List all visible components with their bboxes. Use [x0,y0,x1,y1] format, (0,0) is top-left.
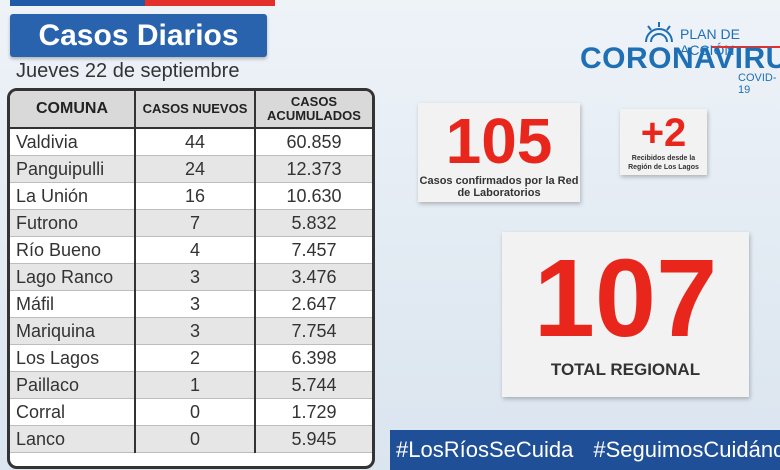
cell-nuevos: 3 [135,263,256,291]
table-row: Panguipulli 24 12.373 [10,155,372,183]
received-cases-label: Recibidos desde la Región de Los Lagos [628,155,699,171]
table-row: Paillaco 1 5.744 [10,371,372,399]
cell-acumulados: 5.744 [255,371,372,399]
plan-accion-logo: PLAN DE ACCIÓN CORONAVIRUS COVID-19 [580,22,780,96]
top-bar-blue [10,0,145,6]
lab-cases-label: Casos confirmados por la Red de Laborato… [419,175,579,199]
cell-comuna: Futrono [10,209,136,237]
table-row: Valdivia 44 60.859 [10,128,372,156]
table-row: Máfil 3 2.647 [10,290,372,318]
cell-acumulados: 5.832 [255,209,372,237]
top-bar-red [145,0,275,6]
hashtag-bar: #LosRíosSeCuida #SeguimosCuidándonos [390,430,780,470]
logo-covid-text: COVID-19 [738,72,777,96]
cell-acumulados: 2.647 [255,290,372,318]
cell-comuna: La Unión [10,182,136,210]
cell-comuna: Lago Ranco [10,263,136,291]
received-cases-value: +2 [640,111,687,155]
cell-acumulados: 12.373 [255,155,372,183]
lab-cases-card: 105 Casos confirmados por la Red de Labo… [418,103,580,202]
cell-nuevos: 16 [135,182,256,210]
cell-comuna: Valdivia [10,128,136,156]
cell-comuna: Río Bueno [10,236,136,264]
cell-acumulados: 7.754 [255,317,372,345]
table-row: Los Lagos 2 6.398 [10,344,372,372]
total-regional-card: 107 TOTAL REGIONAL [502,232,749,397]
cell-nuevos: 3 [135,290,256,318]
hashtag-seguimos[interactable]: #SeguimosCuidándonos [593,437,780,462]
table-row: Río Bueno 4 7.457 [10,236,372,264]
date-label: Jueves 22 de septiembre [16,60,240,82]
cell-nuevos: 4 [135,236,256,264]
cell-comuna: Corral [10,398,136,426]
total-regional-value: 107 [533,237,718,360]
cases-table: COMUNA CASOS NUEVOS CASOS ACUMULADOS Val… [7,88,375,469]
cell-nuevos: 7 [135,209,256,237]
table-body: Valdivia 44 60.859 Panguipulli 24 12.373 La Un… [10,128,372,453]
cell-nuevos: 2 [135,344,256,372]
table-row: Futrono 7 5.832 [10,209,372,237]
cell-acumulados: 1.729 [255,398,372,426]
cell-nuevos: 44 [135,128,256,156]
cell-acumulados: 6.398 [255,344,372,372]
table-row: Mariquina 3 7.754 [10,317,372,345]
table-row: La Unión 16 10.630 [10,182,372,210]
header-nuevos: CASOS NUEVOS [135,91,256,129]
cell-acumulados: 5.945 [255,425,372,453]
cell-comuna: Mariquina [10,317,136,345]
cell-comuna: Lanco [10,425,136,453]
logo-coronavirus-text: CORONAVIRUS [580,42,780,75]
cell-comuna: Paillaco [10,371,136,399]
cell-acumulados: 60.859 [255,128,372,156]
cell-comuna: Panguipulli [10,155,136,183]
received-cases-card: +2 Recibidos desde la Región de Los Lago… [620,109,707,175]
cell-acumulados: 7.457 [255,236,372,264]
cell-comuna: Máfil [10,290,136,318]
cell-nuevos: 1 [135,371,256,399]
logo-red-line [712,46,780,48]
cell-nuevos: 24 [135,155,256,183]
cell-nuevos: 0 [135,425,256,453]
lab-cases-value: 105 [445,105,553,177]
cell-acumulados: 3.476 [255,263,372,291]
sun-icon [645,22,673,42]
table-header-row: COMUNA CASOS NUEVOS CASOS ACUMULADOS [10,91,372,129]
cell-nuevos: 0 [135,398,256,426]
table-row: Lago Ranco 3 3.476 [10,263,372,291]
top-color-bar [10,0,275,6]
header-acumulados: CASOS ACUMULADOS [255,91,372,129]
table-row: Lanco 0 5.945 [10,425,372,453]
total-regional-label: TOTAL REGIONAL [550,360,701,379]
table-row: Corral 0 1.729 [10,398,372,426]
header-comuna: COMUNA [10,91,136,129]
cell-nuevos: 3 [135,317,256,345]
cell-comuna: Los Lagos [10,344,136,372]
cell-acumulados: 10.630 [255,182,372,210]
hashtag-los-rios[interactable]: #LosRíosSeCuida [396,437,574,462]
page-title: Casos Diarios [10,14,267,57]
